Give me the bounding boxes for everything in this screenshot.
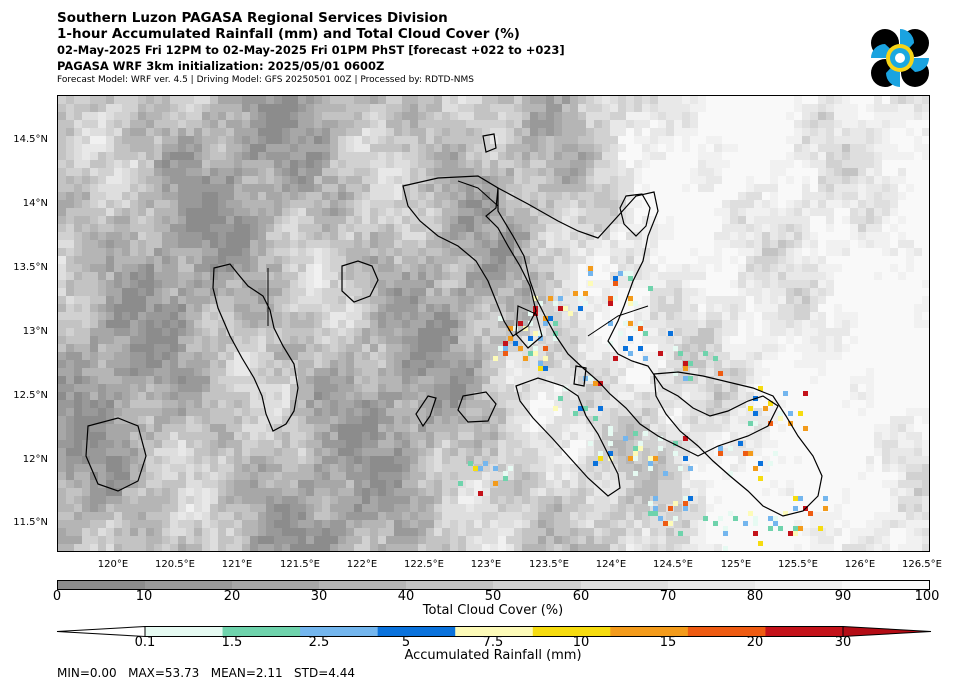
coastline-mindoro: [212, 263, 299, 432]
rainfall-colorbar: [56, 626, 932, 638]
rain-colorbar-segment: [765, 626, 844, 637]
lon-label-123-5: 123.5°E: [529, 559, 569, 570]
cloud-tick-70: 70: [659, 589, 677, 604]
map-canvas: [58, 96, 929, 551]
title-initialization: PAGASA WRF 3km initialization: 2025/05/0…: [57, 59, 385, 73]
lon-label-125-5: 125.5°E: [778, 559, 818, 570]
cloud-tick-50: 50: [484, 589, 502, 604]
coastline-tablas: [415, 395, 437, 428]
rainfall-colorbar-over-arrow: [842, 626, 932, 638]
rainfall-colorbar-segments: [145, 626, 844, 637]
coastline-ticao: [573, 365, 587, 387]
rain-tick-0-1: 0.1: [134, 635, 156, 650]
rain-tick-1-5: 1.5: [221, 635, 243, 650]
provincial-borders: [267, 180, 649, 337]
cloud-tick-90: 90: [834, 589, 852, 604]
cloud-tick-10: 10: [135, 589, 153, 604]
lon-label-120: 120°E: [97, 559, 129, 570]
coastline-bondoc-peninsula: [402, 175, 537, 337]
rain-colorbar-segment: [145, 626, 224, 637]
cloud-colorbar-segment: [667, 581, 755, 589]
cloud-tick-0: 0: [52, 589, 62, 604]
coastline-burias: [515, 305, 543, 349]
cloud-colorbar-title: Total Cloud Cover (%): [422, 603, 564, 618]
cloud-colorbar-segment: [580, 581, 668, 589]
cloud-colorbar-segment: [145, 581, 233, 589]
border-camarines: [587, 305, 649, 337]
lat-label-13: 13°N: [22, 326, 48, 337]
cloud-colorbar-segment: [754, 581, 842, 589]
lat-label-11-5: 11.5°N: [13, 517, 48, 528]
coastlines: [85, 133, 823, 517]
cloud-tick-40: 40: [397, 589, 415, 604]
cloud-tick-30: 30: [310, 589, 328, 604]
lat-label-12: 12°N: [22, 454, 48, 465]
lon-label-121-5: 121.5°E: [280, 559, 320, 570]
coastline-sibuyan: [457, 391, 497, 423]
lat-label-12-5: 12.5°N: [13, 390, 48, 401]
cloud-colorbar-segment: [232, 581, 320, 589]
rain-tick-15: 15: [659, 635, 677, 650]
lon-label-125: 125°E: [720, 559, 752, 570]
cloud-colorbar-segment: [406, 581, 494, 589]
border-quezon: [457, 180, 499, 207]
coastline-polillo: [482, 133, 497, 153]
rainfall-colorbar-under-arrow: [56, 626, 146, 638]
coastline-marinduque: [341, 260, 379, 303]
statistics-summary: MIN=0.00 MAX=53.73 MEAN=2.11 STD=4.44: [57, 666, 356, 680]
lon-label-124: 124°E: [595, 559, 627, 570]
rain-tick-2-5: 2.5: [308, 635, 330, 650]
rain-colorbar-segment: [377, 626, 456, 637]
rain-colorbar-segment: [687, 626, 766, 637]
lat-label-13-5: 13.5°N: [13, 262, 48, 273]
cloud-tick-80: 80: [746, 589, 764, 604]
lat-label-14-5: 14.5°N: [13, 134, 48, 145]
rain-colorbar-segment: [532, 626, 611, 637]
rainfall-layer: [458, 266, 828, 551]
rain-tick-30: 30: [834, 635, 852, 650]
lat-label-14: 14°N: [22, 198, 48, 209]
coastline-samar: [653, 371, 823, 517]
title-model-info: Forecast Model: WRF ver. 4.5 | Driving M…: [57, 75, 474, 85]
rain-tick-5: 5: [401, 635, 411, 650]
rain-tick-20: 20: [746, 635, 764, 650]
lon-label-124-5: 124.5°E: [653, 559, 693, 570]
title-product: 1-hour Accumulated Rainfall (mm) and Tot…: [57, 26, 520, 42]
rain-colorbar-segment: [300, 626, 379, 637]
lon-label-122: 122°E: [346, 559, 378, 570]
lon-label-123: 123°E: [470, 559, 502, 570]
rain-colorbar-segment: [455, 626, 534, 637]
coastline-catanduanes: [619, 193, 651, 237]
title-division: Southern Luzon PAGASA Regional Services …: [57, 10, 448, 26]
lon-label-122-5: 122.5°E: [404, 559, 444, 570]
cloud-cover-colorbar: [57, 580, 930, 590]
rain-colorbar-segment: [222, 626, 301, 637]
lon-label-120-5: 120.5°E: [155, 559, 195, 570]
title-valid-time: 02-May-2025 Fri 12PM to 02-May-2025 Fri …: [57, 43, 565, 57]
cloud-colorbar-segment: [319, 581, 407, 589]
lon-label-121: 121°E: [221, 559, 253, 570]
rainfall-cloud-map: [57, 95, 930, 552]
cloud-colorbar-segment: [493, 581, 581, 589]
rainfall-colorbar-title: Accumulated Rainfall (mm): [404, 648, 582, 663]
coastline-bicol: [497, 187, 779, 457]
rain-tick-7-5: 7.5: [482, 635, 504, 650]
pagasa-logo: [871, 29, 929, 87]
cloud-colorbar-segment: [841, 581, 929, 589]
lon-label-126: 126°E: [844, 559, 876, 570]
cloud-tick-100: 100: [914, 589, 940, 604]
cloud-tick-20: 20: [223, 589, 241, 604]
rain-tick-10: 10: [572, 635, 590, 650]
cloud-colorbar-segment: [58, 581, 146, 589]
lon-label-126-5: 126.5°E: [902, 559, 942, 570]
rain-colorbar-segment: [610, 626, 689, 637]
coastline-panay: [85, 417, 147, 492]
cloud-tick-60: 60: [572, 589, 590, 604]
coastline-masbate: [515, 377, 621, 497]
